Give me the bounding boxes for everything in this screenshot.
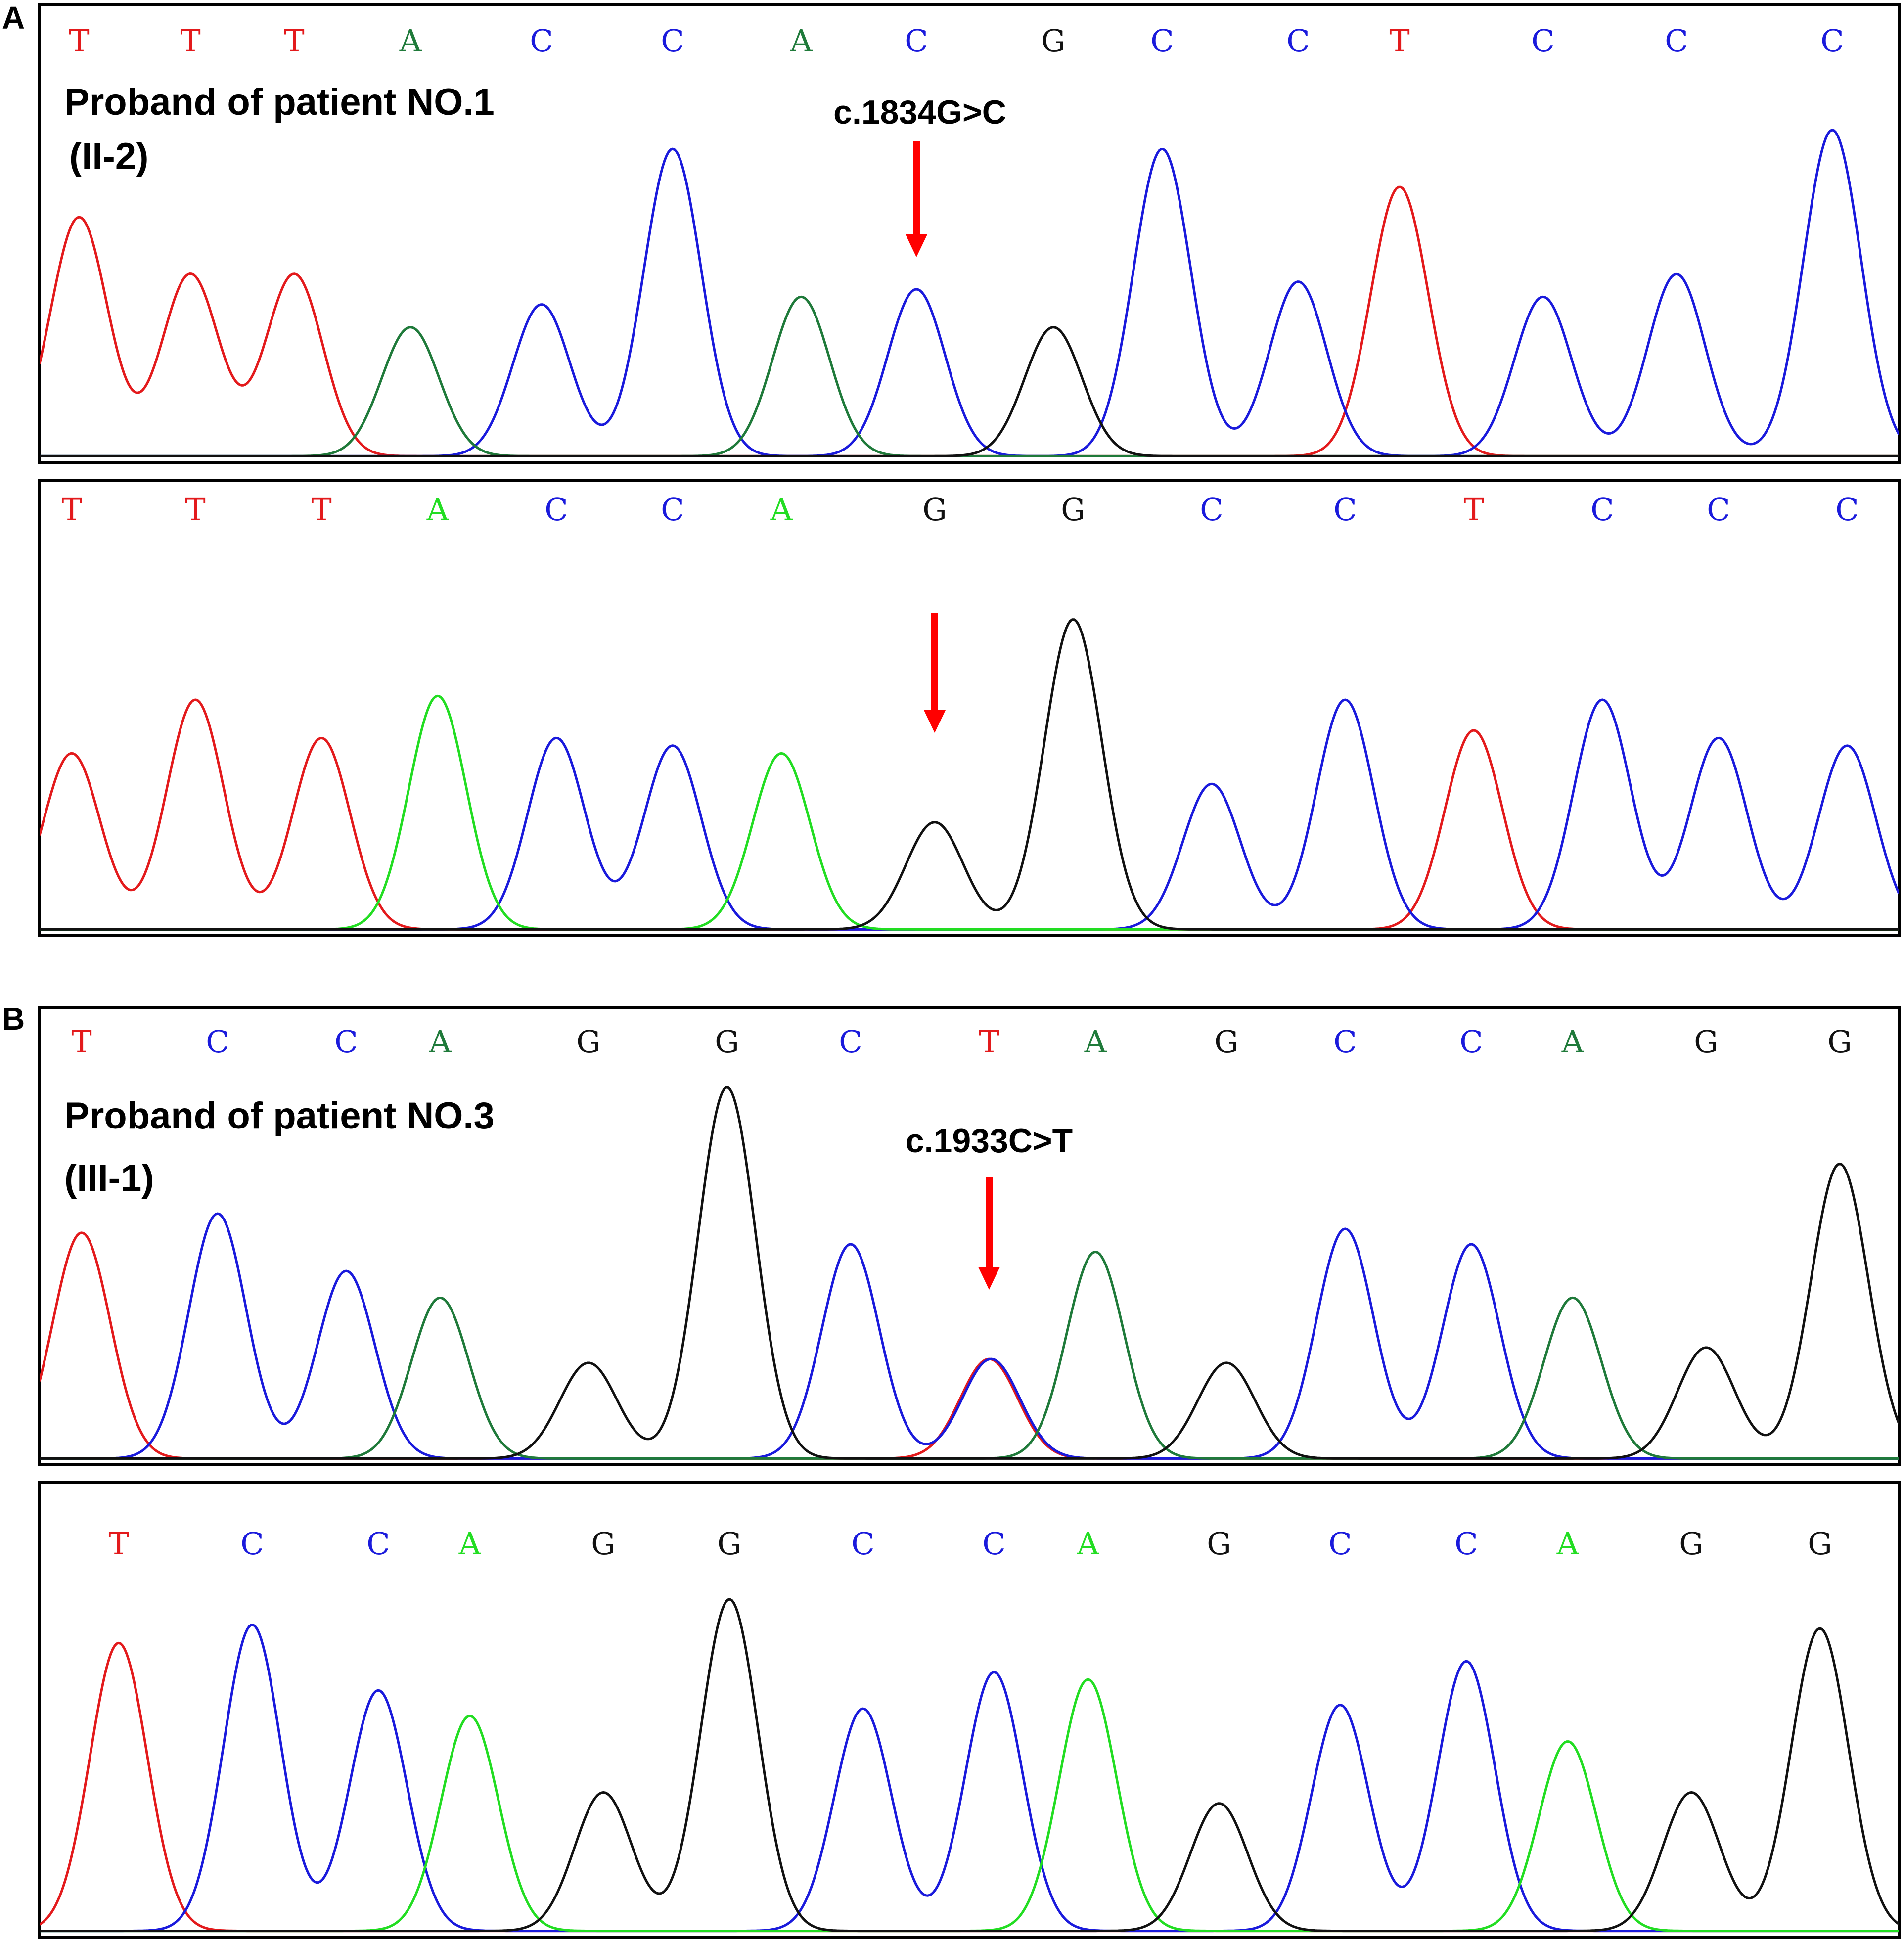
base-call-label: G [922, 492, 947, 528]
trace-g [40, 618, 1899, 931]
mutation-arrow [924, 613, 946, 733]
base-call-label: C [661, 492, 684, 528]
base-call-label: G [1207, 1526, 1231, 1562]
base-call-label: C [905, 23, 928, 59]
trace-a [40, 694, 1899, 931]
base-call-label: T [185, 492, 205, 528]
base-call-label: C [1531, 23, 1554, 59]
base-call-label: C [366, 1526, 390, 1562]
base-call-label: T [1389, 23, 1409, 59]
trace-t [40, 185, 1899, 457]
chromatogram-frame [38, 1006, 1901, 1466]
base-call-label: G [1041, 23, 1066, 59]
base-call-label: C [839, 1024, 862, 1060]
base-call-label: C [530, 23, 553, 59]
proband-title: Proband of patient NO.1 [64, 81, 495, 123]
base-call-label: T [311, 492, 331, 528]
mutation-label: c.1933C>T [906, 1122, 1073, 1160]
base-call-label: G [576, 1024, 601, 1060]
trace-a [40, 295, 1899, 457]
trace-t [40, 1641, 1899, 1933]
base-call-label: G [715, 1024, 739, 1060]
base-call-label: T [979, 1024, 999, 1060]
base-call-label: C [1459, 1024, 1483, 1060]
chromatogram-frame [38, 479, 1901, 937]
base-call-label: C [1590, 492, 1614, 528]
base-call-label: T [71, 1024, 91, 1060]
proband-title: Proband of patient NO.3 [64, 1095, 495, 1137]
base-call-label: G [1214, 1024, 1239, 1060]
proband-subtitle: (III-1) [64, 1157, 154, 1199]
trace-c [40, 698, 1899, 931]
base-call-label: A [458, 1526, 482, 1562]
base-call-label: C [1286, 23, 1310, 59]
trace-g [40, 1086, 1899, 1460]
trace-g [40, 1598, 1899, 1933]
base-call-label: C [1820, 23, 1844, 59]
base-call-label: C [1333, 492, 1357, 528]
trace-c [40, 129, 1899, 457]
base-call-label: A [790, 23, 813, 59]
base-call-label: A [1084, 1024, 1107, 1060]
base-call-label: T [108, 1526, 129, 1562]
base-call-label: A [1561, 1024, 1585, 1060]
base-call-label: G [1679, 1526, 1704, 1562]
base-call-label: A [399, 23, 422, 59]
base-call-label: G [1808, 1526, 1832, 1562]
base-call-label: A [1077, 1526, 1100, 1562]
mutation-arrow [978, 1177, 1000, 1290]
mutation-label: c.1834G>C [833, 93, 1006, 131]
base-call-label: G [591, 1526, 616, 1562]
base-call-label: T [1463, 492, 1484, 528]
base-call-label: C [1333, 1024, 1357, 1060]
base-call-label: C [1150, 23, 1174, 59]
base-call-label: A [429, 1024, 452, 1060]
proband-subtitle: (II-2) [69, 135, 148, 178]
base-call-label: G [1827, 1024, 1852, 1060]
base-call-label: A [426, 492, 450, 528]
base-call-label: T [284, 23, 304, 59]
trace-c [40, 1624, 1899, 1933]
panel-label-a: A [2, 0, 25, 36]
trace-t [40, 698, 1899, 931]
chromatogram-frame [38, 3, 1901, 464]
base-call-label: C [1328, 1526, 1352, 1562]
base-call-label: T [180, 23, 200, 59]
base-call-label: C [982, 1526, 1005, 1562]
base-call-label: G [1694, 1024, 1719, 1060]
trace-t [40, 1231, 1899, 1460]
mutation-arrow [906, 141, 927, 257]
trace-g [40, 326, 1899, 457]
base-call-label: G [1061, 492, 1086, 528]
base-call-label: C [240, 1526, 264, 1562]
base-call-label: C [206, 1024, 229, 1060]
panel-label-b: B [2, 1001, 25, 1037]
base-call-label: C [334, 1024, 358, 1060]
base-call-label: A [1556, 1526, 1580, 1562]
base-call-label: C [1200, 492, 1223, 528]
base-call-label: T [61, 492, 82, 528]
base-call-label: C [661, 23, 684, 59]
base-call-label: C [1707, 492, 1730, 528]
chromatogram-a-proband: T T T A C C A C G C C T C C C Proband of patient NO.1 (I… [38, 3, 1901, 464]
chromatogram-frame [38, 1481, 1901, 1939]
base-call-label: C [544, 492, 568, 528]
base-call-label: A [770, 492, 793, 528]
trace-a [40, 1678, 1899, 1933]
chromatogram-b-proband: T C C A G G C T A G C C A G G Proband of patient NO.3 (I… [38, 1006, 1901, 1466]
base-call-label: C [851, 1526, 874, 1562]
base-call-label: G [717, 1526, 742, 1562]
base-call-label: C [1665, 23, 1688, 59]
base-call-label: C [1835, 492, 1859, 528]
trace-c [40, 1212, 1899, 1460]
base-call-label: C [1454, 1526, 1478, 1562]
trace-a [40, 1251, 1899, 1460]
base-call-label: T [69, 23, 89, 59]
